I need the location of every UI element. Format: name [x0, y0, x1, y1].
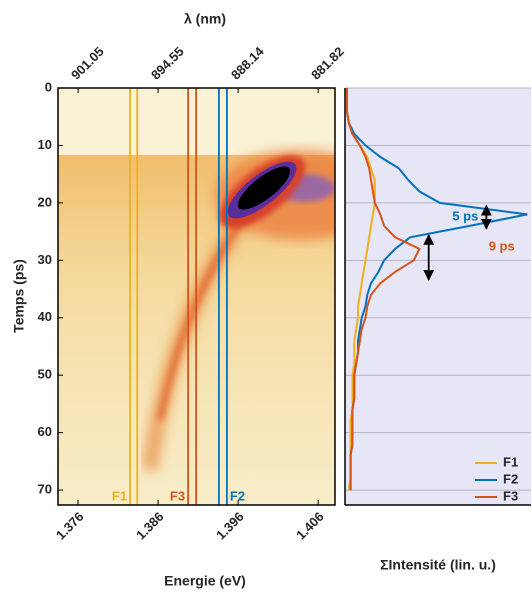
x2-axis-title: λ (nm) — [184, 11, 226, 27]
y-tick-label: 40 — [38, 309, 52, 324]
x-tick-label: 1.396 — [213, 509, 247, 543]
y-tick-label: 0 — [45, 79, 52, 94]
x2-tick-label: 901.05 — [68, 44, 107, 83]
y-tick-label: 30 — [38, 252, 52, 267]
legend-label: F2 — [503, 471, 518, 486]
y-tick-label: 10 — [38, 137, 52, 152]
y-tick-label: 20 — [38, 194, 52, 209]
streak-image — [58, 88, 335, 505]
y-tick-label: 70 — [38, 482, 52, 497]
legend-label: F3 — [503, 488, 518, 503]
profile-line — [345, 88, 421, 491]
filter-label: F3 — [170, 488, 185, 503]
annotation: 9 ps — [489, 238, 515, 253]
y-tick-label: 60 — [38, 424, 52, 439]
axes-frame — [57, 87, 336, 506]
x-tick-label: 1.386 — [133, 509, 167, 543]
filter-label: F1 — [112, 488, 127, 503]
x2-tick-label: 894.55 — [148, 44, 187, 83]
profile-line — [345, 88, 376, 491]
x2-tick-label: 888.14 — [228, 43, 267, 82]
legend-label: F1 — [503, 454, 518, 469]
profile-background — [345, 88, 531, 505]
x-tick-label: 1.376 — [53, 509, 87, 543]
y-tick-label: 50 — [38, 367, 52, 382]
x-axis-title: Energie (eV) — [164, 573, 246, 589]
filter-label: F2 — [230, 488, 245, 503]
profile-axis-title: ΣIntensité (lin. u.) — [380, 557, 496, 573]
y-axis-title: Temps (ps) — [11, 259, 27, 333]
x-tick-label: 1.406 — [293, 509, 327, 543]
annotation: 5 ps — [452, 209, 478, 224]
x2-tick-label: 881.82 — [308, 44, 347, 83]
